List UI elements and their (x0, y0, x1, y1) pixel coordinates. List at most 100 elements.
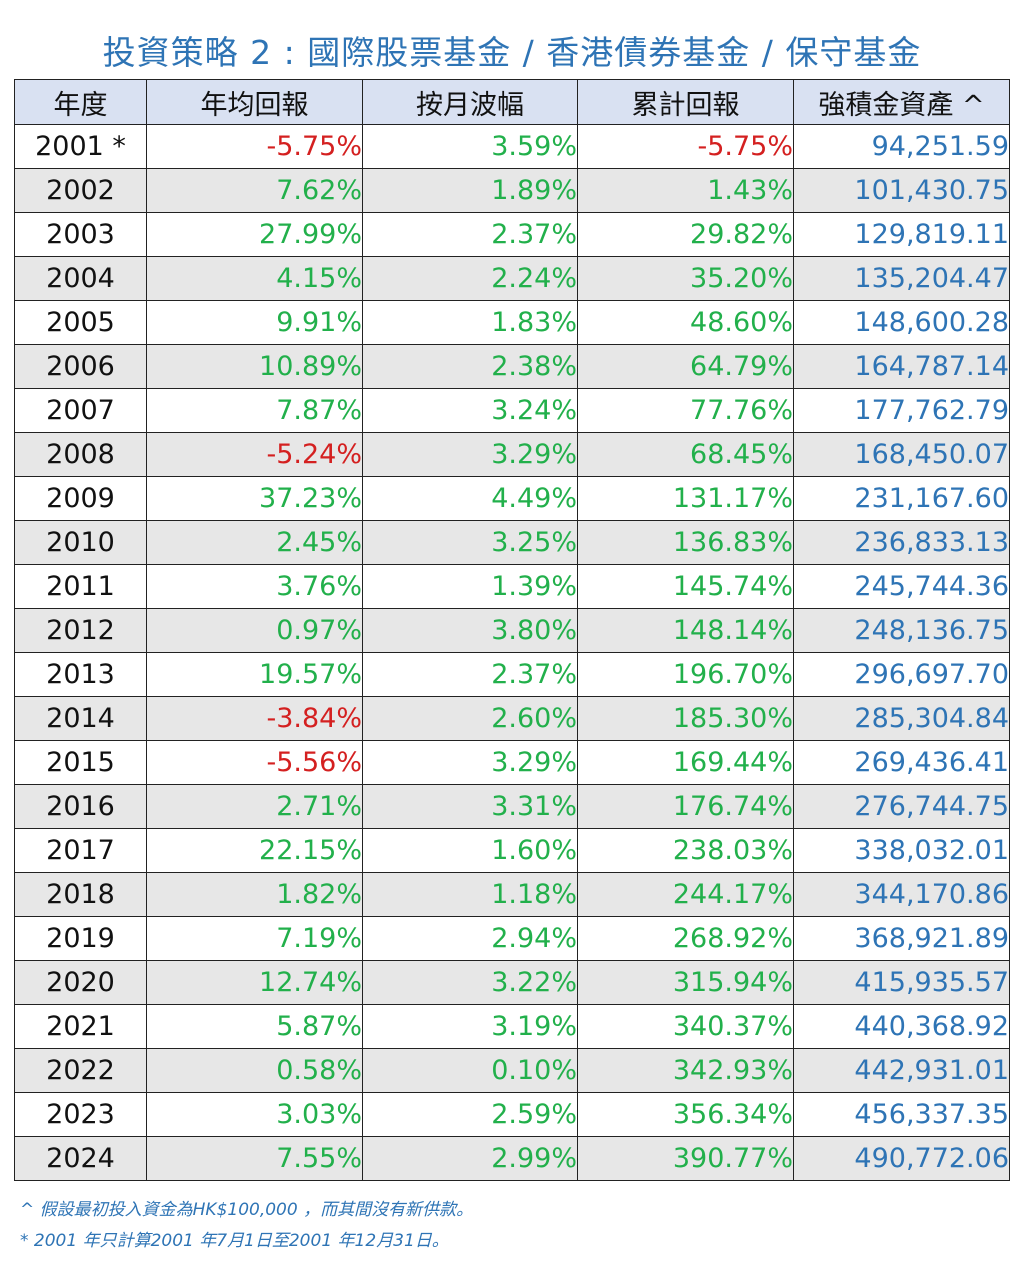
cell-year: 2001 * (14, 124, 147, 169)
cell-year: 2023 (14, 1092, 147, 1137)
table-row: 2014 -3.84% 2.60% 185.30% 285,304.84 (14, 696, 1010, 741)
cell-cumulative-return: 169.44% (577, 740, 794, 785)
cell-cumulative-return: 148.14% (577, 608, 794, 653)
cell-monthly-volatility: 2.94% (362, 916, 578, 961)
cell-monthly-volatility: 3.19% (362, 1004, 578, 1049)
cell-monthly-volatility: 2.99% (362, 1136, 578, 1181)
table-row: 2012 0.97% 3.80% 148.14% 248,136.75 (14, 608, 1010, 653)
returns-table: 年度 年均回報 按月波幅 累計回報 強積金資產 ^ 2001 * -5.75% 3.… (14, 79, 1010, 1181)
table-row: 2004 4.15% 2.24% 35.20% 135,204.47 (14, 256, 1010, 301)
table-row: 2023 3.03% 2.59% 356.34% 456,337.35 (14, 1092, 1010, 1137)
cell-cumulative-return: 315.94% (577, 960, 794, 1005)
cell-annual-return: 5.87% (146, 1004, 363, 1049)
cell-cumulative-return: 64.79% (577, 344, 794, 389)
cell-cumulative-return: 1.43% (577, 168, 794, 213)
cell-monthly-volatility: 2.60% (362, 696, 578, 741)
cell-monthly-volatility: 3.59% (362, 124, 578, 169)
cell-annual-return: 7.62% (146, 168, 363, 213)
cell-cumulative-return: 356.34% (577, 1092, 794, 1137)
cell-monthly-volatility: 3.24% (362, 388, 578, 433)
header-year: 年度 (14, 79, 147, 125)
table-header-row: 年度 年均回報 按月波幅 累計回報 強積金資產 ^ (14, 79, 1010, 125)
cell-annual-return: -3.84% (146, 696, 363, 741)
cell-cumulative-return: 176.74% (577, 784, 794, 829)
cell-cumulative-return: 390.77% (577, 1136, 794, 1181)
cell-monthly-volatility: 1.60% (362, 828, 578, 873)
cell-annual-return: 12.74% (146, 960, 363, 1005)
cell-annual-return: 7.87% (146, 388, 363, 433)
cell-year: 2013 (14, 652, 147, 697)
cell-annual-return: 22.15% (146, 828, 363, 873)
cell-year: 2016 (14, 784, 147, 829)
cell-mpf-asset: 236,833.13 (793, 520, 1010, 565)
cell-annual-return: 3.03% (146, 1092, 363, 1137)
cell-annual-return: 0.97% (146, 608, 363, 653)
cell-monthly-volatility: 2.24% (362, 256, 578, 301)
table-row: 2018 1.82% 1.18% 244.17% 344,170.86 (14, 872, 1010, 917)
cell-annual-return: 7.55% (146, 1136, 363, 1181)
cell-year: 2004 (14, 256, 147, 301)
cell-cumulative-return: 77.76% (577, 388, 794, 433)
cell-mpf-asset: 231,167.60 (793, 476, 1010, 521)
table-row: 2015 -5.56% 3.29% 169.44% 269,436.41 (14, 740, 1010, 785)
table-row: 2013 19.57% 2.37% 196.70% 296,697.70 (14, 652, 1010, 697)
header-monthly-volatility: 按月波幅 (362, 79, 578, 125)
cell-cumulative-return: -5.75% (577, 124, 794, 169)
table-row: 2001 * -5.75% 3.59% -5.75% 94,251.59 (14, 124, 1010, 169)
cell-annual-return: 1.82% (146, 872, 363, 917)
cell-monthly-volatility: 3.80% (362, 608, 578, 653)
table-row: 2011 3.76% 1.39% 145.74% 245,744.36 (14, 564, 1010, 609)
cell-cumulative-return: 196.70% (577, 652, 794, 697)
cell-monthly-volatility: 2.38% (362, 344, 578, 389)
cell-annual-return: -5.75% (146, 124, 363, 169)
cell-mpf-asset: 269,436.41 (793, 740, 1010, 785)
table-row: 2024 7.55% 2.99% 390.77% 490,772.06 (14, 1136, 1010, 1181)
cell-year: 2002 (14, 168, 147, 213)
cell-year: 2024 (14, 1136, 147, 1181)
cell-monthly-volatility: 1.89% (362, 168, 578, 213)
cell-mpf-asset: 168,450.07 (793, 432, 1010, 477)
cell-monthly-volatility: 3.29% (362, 740, 578, 785)
cell-cumulative-return: 131.17% (577, 476, 794, 521)
cell-mpf-asset: 344,170.86 (793, 872, 1010, 917)
cell-year: 2010 (14, 520, 147, 565)
cell-monthly-volatility: 2.37% (362, 212, 578, 257)
cell-year: 2008 (14, 432, 147, 477)
cell-cumulative-return: 145.74% (577, 564, 794, 609)
table-row: 2008 -5.24% 3.29% 68.45% 168,450.07 (14, 432, 1010, 477)
cell-monthly-volatility: 1.83% (362, 300, 578, 345)
cell-year: 2018 (14, 872, 147, 917)
cell-cumulative-return: 68.45% (577, 432, 794, 477)
table-row: 2009 37.23% 4.49% 131.17% 231,167.60 (14, 476, 1010, 521)
table-row: 2002 7.62% 1.89% 1.43% 101,430.75 (14, 168, 1010, 213)
cell-cumulative-return: 136.83% (577, 520, 794, 565)
cell-annual-return: 2.71% (146, 784, 363, 829)
header-cumulative-return: 累計回報 (577, 79, 794, 125)
cell-cumulative-return: 342.93% (577, 1048, 794, 1093)
cell-cumulative-return: 185.30% (577, 696, 794, 741)
cell-year: 2007 (14, 388, 147, 433)
cell-year: 2005 (14, 300, 147, 345)
cell-mpf-asset: 285,304.84 (793, 696, 1010, 741)
cell-annual-return: -5.24% (146, 432, 363, 477)
cell-mpf-asset: 129,819.11 (793, 212, 1010, 257)
footnote-assumption: ^ 假設最初投入資金為HK$100,000 ，而其間沒有新供款。 (20, 1200, 474, 1220)
table-row: 2010 2.45% 3.25% 136.83% 236,833.13 (14, 520, 1010, 565)
cell-mpf-asset: 94,251.59 (793, 124, 1010, 169)
cell-annual-return: 3.76% (146, 564, 363, 609)
cell-monthly-volatility: 1.39% (362, 564, 578, 609)
cell-mpf-asset: 442,931.01 (793, 1048, 1010, 1093)
cell-mpf-asset: 276,744.75 (793, 784, 1010, 829)
cell-monthly-volatility: 3.31% (362, 784, 578, 829)
header-mpf-assets: 強積金資產 ^ (793, 79, 1010, 125)
cell-year: 2006 (14, 344, 147, 389)
table-row: 2022 0.58% 0.10% 342.93% 442,931.01 (14, 1048, 1010, 1093)
table-row: 2006 10.89% 2.38% 64.79% 164,787.14 (14, 344, 1010, 389)
page-title: 投資策略 2 : 國際股票基金 / 香港債券基金 / 保守基金 (102, 33, 922, 72)
cell-cumulative-return: 238.03% (577, 828, 794, 873)
cell-monthly-volatility: 2.59% (362, 1092, 578, 1137)
cell-monthly-volatility: 3.25% (362, 520, 578, 565)
cell-year: 2019 (14, 916, 147, 961)
footnote-2001: * 2001 年只計算2001 年7月1日至2001 年12月31日。 (20, 1231, 449, 1251)
cell-year: 2014 (14, 696, 147, 741)
